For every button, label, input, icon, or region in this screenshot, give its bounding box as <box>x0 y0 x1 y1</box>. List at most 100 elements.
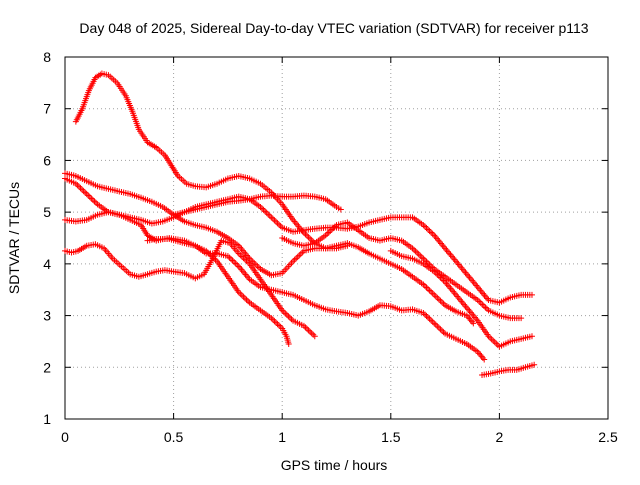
data-point <box>438 327 445 334</box>
data-point <box>425 285 432 292</box>
data-point <box>324 230 331 237</box>
series-10 <box>479 361 538 379</box>
data-point <box>528 333 535 340</box>
data-point <box>276 221 283 228</box>
data-point <box>254 263 261 270</box>
x-tick-label: 1 <box>278 429 286 445</box>
data-point <box>423 225 430 232</box>
data-point <box>415 251 422 258</box>
data-point <box>269 215 276 222</box>
data-point <box>412 248 419 255</box>
data-point <box>237 290 244 297</box>
data-point <box>304 232 311 239</box>
data-point <box>262 208 269 215</box>
x-tick-label: 0.5 <box>164 429 184 445</box>
data-point <box>307 328 314 335</box>
data-point <box>93 199 100 206</box>
data-point <box>241 295 248 302</box>
y-tick-label: 1 <box>43 411 51 427</box>
data-point <box>414 249 421 256</box>
data-point <box>265 211 272 218</box>
data-point <box>271 217 278 224</box>
data-point <box>274 321 281 328</box>
data-point <box>259 205 266 212</box>
y-tick-label: 2 <box>43 359 51 375</box>
data-point <box>531 361 538 368</box>
data-point <box>276 322 283 329</box>
data-point <box>467 317 474 324</box>
data-point <box>269 316 276 323</box>
y-tick-label: 6 <box>43 152 51 168</box>
x-tick-label: 2 <box>496 429 504 445</box>
data-point <box>245 298 252 305</box>
data-point <box>426 227 433 234</box>
data-point <box>477 351 484 358</box>
data-point <box>438 299 445 306</box>
data-point <box>83 191 90 198</box>
data-point <box>286 314 293 321</box>
y-tick-label: 4 <box>43 256 51 272</box>
data-point <box>429 318 436 325</box>
x-tick-label: 1.5 <box>381 429 401 445</box>
data-point <box>518 315 525 322</box>
y-tick-label: 5 <box>43 204 51 220</box>
data-point <box>490 337 497 344</box>
data-point <box>302 231 309 238</box>
data-point <box>277 324 284 331</box>
data-point <box>426 315 433 322</box>
data-point <box>437 326 444 333</box>
data-point <box>491 339 498 346</box>
data-point <box>297 250 304 257</box>
data-point <box>476 298 483 305</box>
y-tick-label: 7 <box>43 101 51 117</box>
series-2 <box>62 170 477 327</box>
grid <box>65 57 608 419</box>
chart-title: Day 048 of 2025, Sidereal Day-to-day VTE… <box>79 20 588 36</box>
data-point <box>481 356 488 363</box>
data-point <box>432 293 439 300</box>
data-point <box>493 340 500 347</box>
data-point <box>435 296 442 303</box>
data-point <box>77 185 84 192</box>
plot-frame <box>64 56 609 420</box>
series-9 <box>387 247 535 350</box>
data-point <box>330 225 337 232</box>
data-point <box>437 297 444 304</box>
data-point <box>283 311 290 318</box>
data-point <box>477 300 484 307</box>
data-point <box>296 252 303 259</box>
data-point <box>432 321 439 328</box>
data-point <box>305 234 312 241</box>
data-point <box>434 294 441 301</box>
data-point <box>421 223 428 230</box>
data-point <box>429 290 436 297</box>
data-point <box>263 209 270 216</box>
data-point <box>294 253 301 260</box>
tick-labels: 0 0.5 1 1.5 2 2.5 1 2 3 4 5 6 7 8 <box>43 49 618 445</box>
data-point <box>479 354 486 361</box>
series-6 <box>144 236 292 348</box>
data-point <box>280 308 287 315</box>
data-point <box>229 257 236 264</box>
data-point <box>88 195 95 202</box>
data-point <box>488 336 495 343</box>
data-point <box>325 229 332 236</box>
data-point <box>85 192 92 199</box>
data-point <box>479 301 486 308</box>
series-8 <box>279 219 525 322</box>
x-tick-label: 2.5 <box>598 429 618 445</box>
data-point <box>285 341 292 348</box>
data-point <box>293 255 300 262</box>
data-point <box>308 330 315 337</box>
series-7 <box>170 192 344 218</box>
data-point <box>272 218 279 225</box>
data-point <box>528 291 535 298</box>
data-point <box>285 313 292 320</box>
data-point <box>272 319 279 326</box>
data-point <box>426 287 433 294</box>
data-point <box>428 229 435 236</box>
data-point <box>423 284 430 291</box>
data-point <box>431 320 438 327</box>
data-point <box>466 315 473 322</box>
